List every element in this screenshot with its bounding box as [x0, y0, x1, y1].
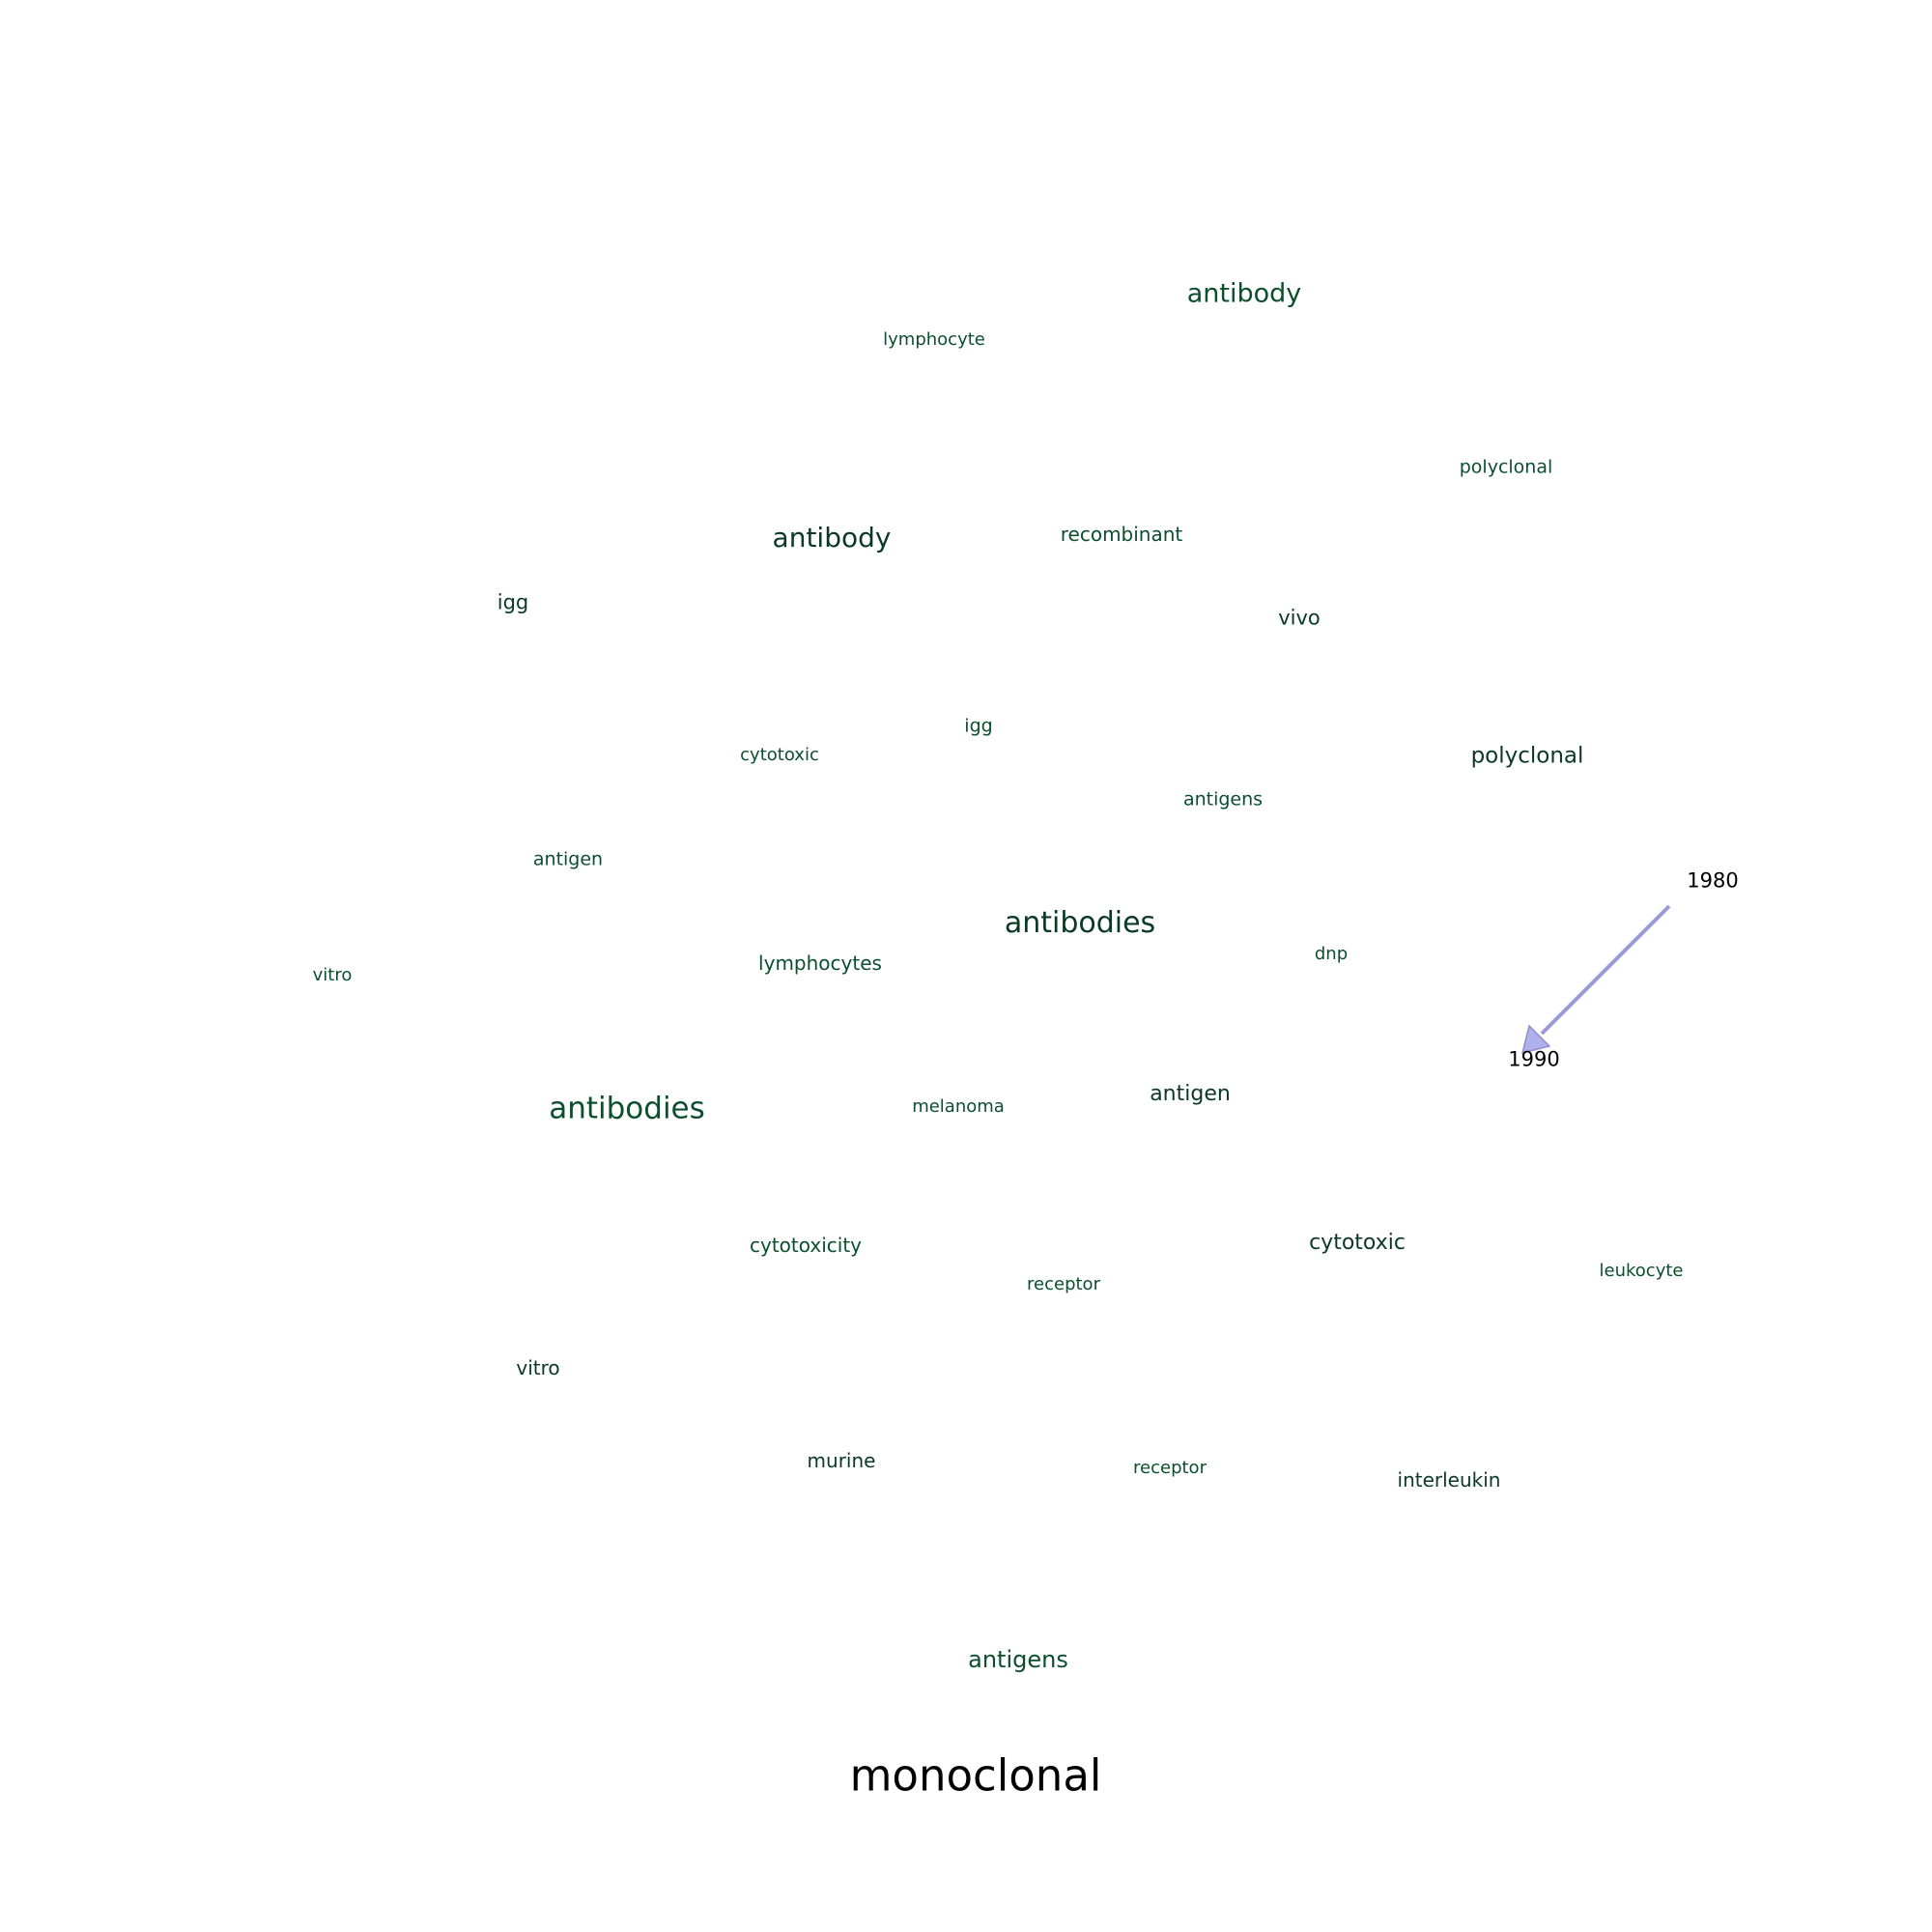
term-cytotoxic-2: cytotoxic [1309, 1233, 1406, 1254]
term-vitro-2: vitro [516, 1358, 559, 1378]
term-antibodies-1: antibodies [1005, 909, 1155, 938]
term-antigens-1: antigens [1183, 791, 1263, 810]
term-vitro-1: vitro [313, 967, 353, 984]
term-lymphocytes: lymphocytes [758, 953, 882, 973]
term-dnp: dnp [1315, 946, 1348, 963]
term-polyclonal-2: polyclonal [1471, 746, 1584, 768]
term-igg-2: igg [964, 718, 992, 736]
term-interleukin: interleukin [1398, 1470, 1501, 1490]
term-cytotoxic-1: cytotoxic [740, 747, 819, 764]
term-leukocyte: leukocyte [1600, 1263, 1684, 1280]
term-receptor-1: receptor [1027, 1276, 1100, 1293]
timeline-arrow-shaft [1542, 906, 1669, 1034]
term-murine: murine [808, 1451, 876, 1470]
term-recombinant: recombinant [1061, 525, 1183, 544]
start-year-label: 1980 [1687, 871, 1738, 892]
term-lymphocyte-1: lymphocyte [883, 331, 985, 349]
query-term-monoclonal: monoclonal [850, 1754, 1102, 1798]
term-igg-1: igg [497, 593, 529, 613]
term-antigens-2: antigens [968, 1648, 1068, 1671]
term-antigen-1: antigen [533, 851, 603, 869]
term-antigen-2: antigen [1150, 1084, 1231, 1105]
term-melanoma: melanoma [912, 1098, 1005, 1116]
term-antibody-2: antibody [773, 525, 892, 552]
term-antibody-1: antibody [1187, 281, 1302, 307]
term-vivo: vivo [1278, 609, 1321, 629]
term-polyclonal-1: polyclonal [1460, 459, 1553, 477]
term-antibodies-2: antibodies [549, 1094, 705, 1124]
end-year-label: 1990 [1508, 1050, 1559, 1070]
term-receptor-2: receptor [1133, 1460, 1207, 1477]
term-cytotoxicity: cytotoxicity [750, 1236, 862, 1255]
